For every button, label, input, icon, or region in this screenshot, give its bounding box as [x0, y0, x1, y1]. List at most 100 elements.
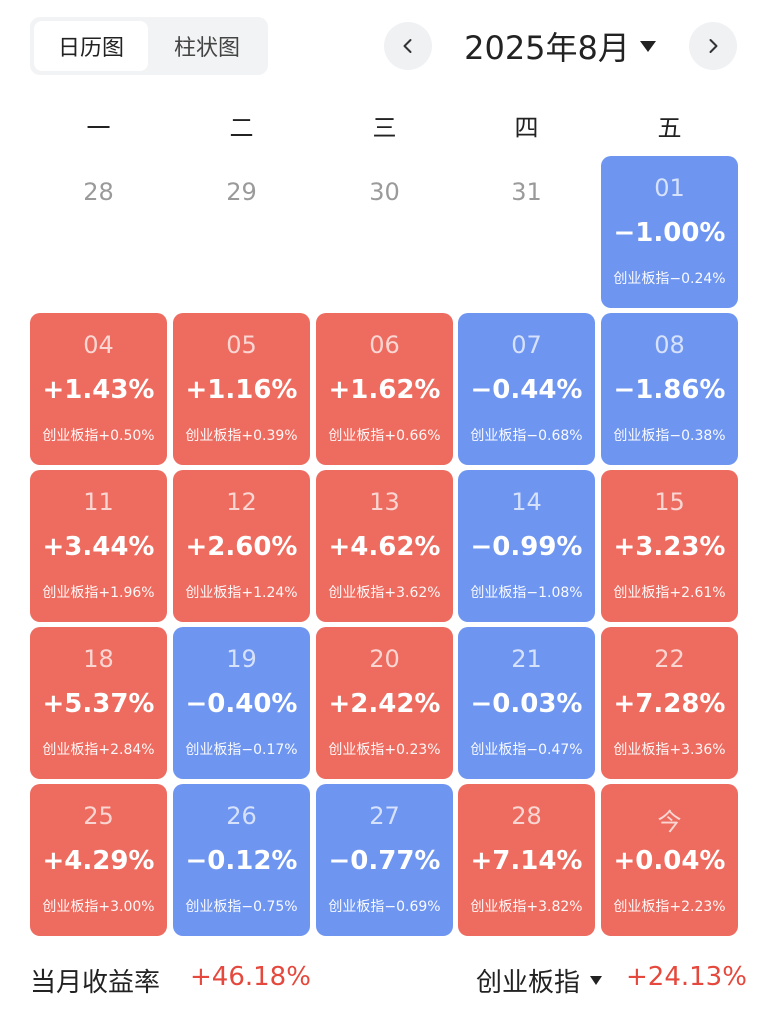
day-return: −1.00%	[613, 218, 726, 248]
weekday-label: 五	[657, 113, 682, 142]
day-return: +4.62%	[328, 532, 441, 562]
calendar-day-cell[interactable]: 22 +7.28% 创业板指+3.36%	[601, 627, 738, 779]
calendar-day-cell[interactable]: 15 +3.23% 创业板指+2.61%	[601, 470, 738, 622]
calendar-day-cell[interactable]: 28 +7.14% 创业板指+3.82%	[458, 784, 595, 936]
day-number: 12	[226, 488, 257, 516]
weekday-label: 一	[86, 113, 111, 142]
day-return: +1.16%	[185, 375, 298, 405]
calendar-day-empty: 29	[173, 156, 310, 308]
day-number: 15	[654, 488, 685, 516]
tab-calendar[interactable]: 日历图	[34, 21, 148, 71]
month-return-value: +46.18%	[190, 962, 311, 992]
index-return: 创业板指−0.17%	[185, 742, 298, 758]
calendar-day-cell[interactable]: 19 −0.40% 创业板指−0.17%	[173, 627, 310, 779]
index-return: 创业板指−0.38%	[613, 428, 726, 444]
index-return: 创业板指−0.68%	[470, 428, 583, 444]
index-return: 创业板指+3.82%	[470, 899, 583, 915]
day-number: 13	[369, 488, 400, 516]
weekday-label: 二	[229, 113, 254, 142]
index-return: 创业板指+3.62%	[328, 585, 441, 601]
day-number: 08	[654, 331, 685, 359]
day-return: +2.42%	[328, 689, 441, 719]
index-return: 创业板指+0.39%	[185, 428, 298, 444]
calendar-day-cell[interactable]: 04 +1.43% 创业板指+0.50%	[30, 313, 167, 465]
calendar-day-cell[interactable]: 06 +1.62% 创业板指+0.66%	[316, 313, 453, 465]
index-return: 创业板指−0.69%	[328, 899, 441, 915]
day-return: +1.62%	[328, 375, 441, 405]
calendar-day-cell[interactable]: 11 +3.44% 创业板指+1.96%	[30, 470, 167, 622]
day-number: 18	[83, 645, 114, 673]
chevron-left-icon	[403, 39, 412, 53]
calendar-day-cell[interactable]: 25 +4.29% 创业板指+3.00%	[30, 784, 167, 936]
day-return: −0.44%	[470, 375, 583, 405]
calendar-day-cell[interactable]: 01 −1.00% 创业板指−0.24%	[601, 156, 738, 308]
index-return: 创业板指−0.47%	[470, 742, 583, 758]
day-number: 28	[511, 802, 542, 830]
day-number: 20	[369, 645, 400, 673]
calendar-day-cell[interactable]: 27 −0.77% 创业板指−0.69%	[316, 784, 453, 936]
calendar-day-cell[interactable]: 26 −0.12% 创业板指−0.75%	[173, 784, 310, 936]
day-number: 22	[654, 645, 685, 673]
day-return: +3.23%	[613, 532, 726, 562]
index-selector[interactable]: 创业板指	[476, 962, 603, 999]
index-return-value: +24.13%	[626, 962, 747, 992]
index-return: 创业板指+2.61%	[613, 585, 726, 601]
month-label: 2025年8月	[464, 29, 630, 67]
calendar-day-cell[interactable]: 13 +4.62% 创业板指+3.62%	[316, 470, 453, 622]
day-return: +5.37%	[42, 689, 155, 719]
weekday-header: 一 二 三 四 五	[30, 100, 738, 150]
index-return: 创业板指+0.50%	[42, 428, 155, 444]
index-return: 创业板指+1.96%	[42, 585, 155, 601]
calendar-header: 日历图 柱状图 2025年8月	[0, 0, 769, 100]
day-number: 29	[226, 178, 257, 206]
month-return-label: 当月收益率	[30, 968, 161, 998]
calendar-day-cell[interactable]: 07 −0.44% 创业板指−0.68%	[458, 313, 595, 465]
calendar-day-cell[interactable]: 08 −1.86% 创业板指−0.38%	[601, 313, 738, 465]
day-return: +7.14%	[470, 846, 583, 876]
index-return: 创业板指−0.75%	[185, 899, 298, 915]
calendar-day-cell[interactable]: 20 +2.42% 创业板指+0.23%	[316, 627, 453, 779]
index-return: 创业板指−0.24%	[613, 271, 726, 287]
day-number: 27	[369, 802, 400, 830]
index-return: 创业板指+0.66%	[328, 428, 441, 444]
day-number: 26	[226, 802, 257, 830]
calendar-day-cell[interactable]: 05 +1.16% 创业板指+0.39%	[173, 313, 310, 465]
day-return: +4.29%	[42, 846, 155, 876]
day-return: −0.12%	[185, 846, 298, 876]
calendar-day-cell[interactable]: 14 −0.99% 创业板指−1.08%	[458, 470, 595, 622]
day-return: +3.44%	[42, 532, 155, 562]
caret-down-icon	[639, 40, 656, 52]
calendar-day-empty: 28	[30, 156, 167, 308]
calendar-day-empty: 30	[316, 156, 453, 308]
day-return: +2.60%	[185, 532, 298, 562]
calendar-day-cell[interactable]: 今 +0.04% 创业板指+2.23%	[601, 784, 738, 936]
calendar-day-cell[interactable]: 12 +2.60% 创业板指+1.24%	[173, 470, 310, 622]
calendar-day-empty: 31	[458, 156, 595, 308]
day-number: 28	[83, 178, 114, 206]
day-number: 07	[511, 331, 542, 359]
day-return: +7.28%	[613, 689, 726, 719]
index-return: 创业板指+2.23%	[613, 899, 726, 915]
caret-down-icon	[590, 976, 603, 985]
day-number: 05	[226, 331, 257, 359]
day-number: 06	[369, 331, 400, 359]
next-month-button[interactable]	[689, 22, 737, 70]
chevron-right-icon	[709, 39, 718, 53]
month-selector[interactable]: 2025年8月	[440, 20, 680, 72]
calendar-day-cell[interactable]: 18 +5.37% 创业板指+2.84%	[30, 627, 167, 779]
day-return: −0.03%	[470, 689, 583, 719]
day-return: +1.43%	[42, 375, 155, 405]
day-number: 25	[83, 802, 114, 830]
tab-bar-chart[interactable]: 柱状图	[173, 36, 240, 61]
weekday-label: 三	[372, 113, 397, 142]
index-return: 创业板指+3.00%	[42, 899, 155, 915]
index-return: 创业板指+2.84%	[42, 742, 155, 758]
prev-month-button[interactable]	[384, 22, 432, 70]
day-return: −0.40%	[185, 689, 298, 719]
day-return: −0.99%	[470, 532, 583, 562]
calendar-day-cell[interactable]: 21 −0.03% 创业板指−0.47%	[458, 627, 595, 779]
day-return: −0.77%	[328, 846, 441, 876]
view-toggle: 日历图 柱状图	[30, 17, 268, 75]
index-return: 创业板指+0.23%	[328, 742, 441, 758]
day-number: 11	[83, 488, 114, 516]
